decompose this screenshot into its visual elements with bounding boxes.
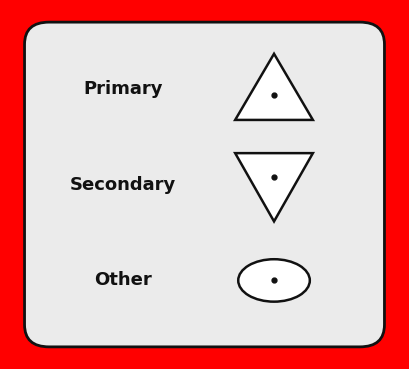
- Ellipse shape: [238, 259, 310, 302]
- Text: Other: Other: [94, 272, 152, 289]
- Text: Primary: Primary: [83, 80, 162, 97]
- Text: Secondary: Secondary: [70, 176, 176, 193]
- Polygon shape: [235, 54, 313, 120]
- FancyBboxPatch shape: [25, 22, 384, 347]
- Polygon shape: [235, 153, 313, 221]
